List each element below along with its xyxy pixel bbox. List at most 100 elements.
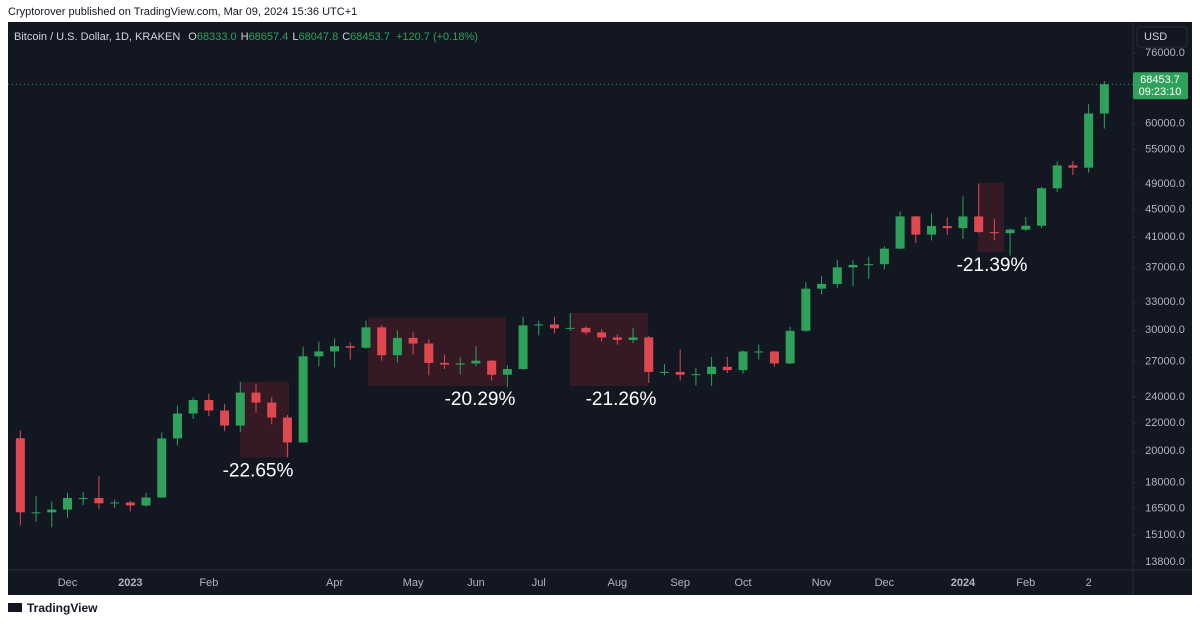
candle-body xyxy=(235,392,245,426)
candle-body xyxy=(1099,84,1109,114)
ohlc-value: 68453.7 xyxy=(350,31,390,43)
candle-body xyxy=(1037,188,1047,226)
change: +120.7 (+0.18%) xyxy=(396,31,478,43)
ohlc-value: 68047.8 xyxy=(298,31,338,43)
candle-body xyxy=(974,216,984,233)
x-tick-label: Jun xyxy=(467,577,485,589)
y-tick-label: 55000.0 xyxy=(1145,143,1185,155)
y-tick-label: 16500.0 xyxy=(1145,503,1185,515)
y-tick-label: 76000.0 xyxy=(1145,47,1185,59)
candle-body xyxy=(848,264,858,268)
drawdown-label: -22.65% xyxy=(223,460,294,481)
x-tick-label: May xyxy=(403,577,424,589)
candle-body xyxy=(1021,225,1031,230)
countdown: 09:23:10 xyxy=(1139,86,1182,98)
drawdown-box xyxy=(368,317,506,386)
candle-body xyxy=(31,512,41,514)
publish-info: Cryptorover published on TradingView.com… xyxy=(8,6,357,18)
candle-body xyxy=(251,392,261,403)
y-tick-label: 27000.0 xyxy=(1145,356,1185,368)
candle-body xyxy=(188,400,198,414)
symbol-title: Bitcoin / U.S. Dollar, 1D, KRAKEN xyxy=(14,31,180,43)
x-tick-label: Aug xyxy=(608,577,628,589)
candle-body xyxy=(15,438,25,513)
x-tick-label: Apr xyxy=(326,577,343,589)
candle-body xyxy=(1005,229,1015,234)
x-tick-label: Feb xyxy=(1016,577,1035,589)
y-tick-label: 18000.0 xyxy=(1145,477,1185,489)
candle-body xyxy=(125,502,135,506)
candle-body xyxy=(659,371,669,373)
last-price-box xyxy=(1133,72,1188,100)
y-tick-label: 37000.0 xyxy=(1145,262,1185,274)
candle-body xyxy=(628,337,638,340)
x-tick-label: 2023 xyxy=(118,577,142,589)
candle-body xyxy=(408,337,418,344)
drawdown-box xyxy=(570,312,648,386)
ohlc-key: L xyxy=(292,31,298,43)
candle-body xyxy=(534,324,544,326)
footer-logo: TradingView xyxy=(8,601,98,615)
candle-body xyxy=(377,327,387,356)
candle-body xyxy=(78,498,88,500)
y-tick-label: 41000.0 xyxy=(1145,231,1185,243)
candle-body xyxy=(361,327,371,348)
candle-body xyxy=(172,413,182,439)
x-tick-label: Sep xyxy=(670,577,690,589)
candle-body xyxy=(754,351,764,353)
candle-body xyxy=(47,509,57,513)
candle-body xyxy=(1068,165,1078,168)
x-tick-label: Nov xyxy=(812,577,832,589)
x-tick-label: Dec xyxy=(58,577,78,589)
candle-body xyxy=(738,351,748,371)
candle-body xyxy=(157,438,167,498)
y-tick-label: 22000.0 xyxy=(1145,417,1185,429)
candle-body xyxy=(440,362,450,365)
candle-body xyxy=(927,226,937,235)
candle-body xyxy=(597,332,607,338)
drawdown-label: -21.39% xyxy=(957,255,1028,276)
candle-body xyxy=(879,248,889,265)
candle-body xyxy=(267,402,277,418)
candle-body xyxy=(1084,113,1094,168)
y-tick-label: 13800.0 xyxy=(1145,556,1185,568)
x-tick-label: Jul xyxy=(532,577,546,589)
candle-body xyxy=(94,498,104,504)
candle-body xyxy=(392,337,402,356)
candle-body xyxy=(612,337,622,340)
y-tick-label: 60000.0 xyxy=(1145,117,1185,129)
candle-body xyxy=(895,216,905,249)
ohlc-value: 68657.4 xyxy=(249,31,289,43)
ohlc-key: H xyxy=(241,31,249,43)
candle-body xyxy=(487,360,497,375)
candle-body xyxy=(502,369,512,375)
chart-panel xyxy=(8,22,1192,595)
candle-body xyxy=(455,363,465,365)
currency[interactable]: USD xyxy=(1144,31,1167,43)
drawdown-label: -21.26% xyxy=(586,389,657,410)
y-tick-label: 45000.0 xyxy=(1145,203,1185,215)
x-tick-label: Feb xyxy=(199,577,218,589)
candle-body xyxy=(707,366,717,375)
candle-body xyxy=(942,226,952,229)
y-tick-label: 20000.0 xyxy=(1145,445,1185,457)
candle-body xyxy=(282,417,292,443)
x-tick-label: 2024 xyxy=(951,577,976,589)
currency-box[interactable] xyxy=(1136,26,1188,48)
candle-body xyxy=(769,351,779,364)
candle-body xyxy=(518,325,528,370)
x-tick-label: Dec xyxy=(875,577,895,589)
x-tick-label: 2 xyxy=(1086,577,1092,589)
candle-body xyxy=(722,366,732,371)
candle-body xyxy=(220,410,230,426)
x-tick-label: Oct xyxy=(734,577,751,589)
drawdown-box xyxy=(240,381,289,458)
drawdown-label: -20.29% xyxy=(445,389,516,410)
candle-body xyxy=(801,288,811,331)
y-tick-label: 24000.0 xyxy=(1145,391,1185,403)
candle-body xyxy=(345,346,355,348)
candle-body xyxy=(424,343,434,363)
candle-body xyxy=(549,324,559,329)
y-tick-label: 15100.0 xyxy=(1145,529,1185,541)
